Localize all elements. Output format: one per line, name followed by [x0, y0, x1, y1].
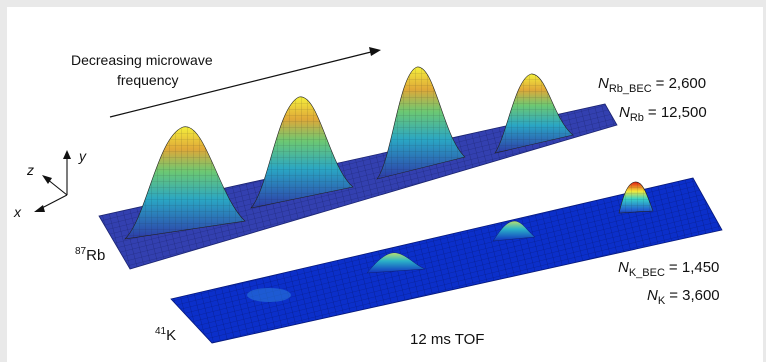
axis-x-label: x: [13, 204, 22, 220]
k-surface: [170, 177, 723, 344]
k-mass-number: 41: [155, 326, 167, 337]
rb-nbec-subscript: Rb_BEC: [609, 83, 652, 95]
k-species-label: 41K: [155, 326, 176, 344]
tof-caption: 12 ms TOF: [410, 331, 484, 348]
rb-n-symbol: N: [619, 104, 630, 121]
k-element: K: [166, 327, 176, 344]
axes-triad: y z x: [13, 148, 87, 220]
rb-n-value: = 12,500: [648, 104, 707, 121]
rb-species-label: 87Rb: [75, 246, 105, 264]
k-nbec-subscript: K_BEC: [629, 267, 665, 279]
annotation-line-1: Decreasing microwave: [71, 52, 213, 68]
axis-y-label: y: [78, 148, 87, 164]
k-n-symbol: N: [647, 287, 658, 304]
svg-text:NK_BEC= 1,450: NK_BEC = 1,450: [618, 259, 719, 279]
density-surface-figure: Decreasing microwave frequency y z x NRb…: [13, 47, 723, 348]
k-nbec-symbol: N: [618, 259, 629, 276]
frequency-annotation: Decreasing microwave frequency: [71, 47, 381, 118]
rb-stats: NRb_BEC = 2,600 NRb = 12,500: [598, 75, 707, 124]
k-bump-3: [492, 220, 536, 242]
k-bumps: [247, 181, 654, 302]
svg-text:NK= 3,600: NK = 3,600: [647, 287, 720, 307]
frequency-arrow-head: [369, 47, 381, 56]
k-bump-1: [247, 288, 291, 302]
rb-nbec-symbol: N: [598, 75, 609, 92]
svg-text:NRb= 12,500: NRb = 12,500: [619, 104, 707, 124]
rb-element: Rb: [86, 247, 105, 264]
rb-peaks: [124, 66, 574, 240]
rb-n-subscript: Rb: [630, 112, 644, 124]
k-n-subscript: K: [658, 295, 666, 307]
axis-z-label: z: [26, 162, 34, 178]
rb-surface: [98, 66, 618, 270]
k-stats: NK_BEC = 1,450 NK = 3,600: [618, 259, 720, 307]
k-base-sheet: [170, 177, 723, 344]
k-nbec-value: = 1,450: [669, 259, 719, 276]
frequency-arrow: [109, 50, 376, 118]
k-n-value: = 3,600: [669, 287, 719, 304]
annotation-line-2: frequency: [117, 72, 178, 88]
rb-mass-number: 87: [75, 246, 87, 257]
rb-nbec-value: = 2,600: [656, 75, 706, 92]
svg-text:NRb_BEC= 2,600: NRb_BEC = 2,600: [598, 75, 706, 95]
k-bump-2: [366, 252, 426, 274]
